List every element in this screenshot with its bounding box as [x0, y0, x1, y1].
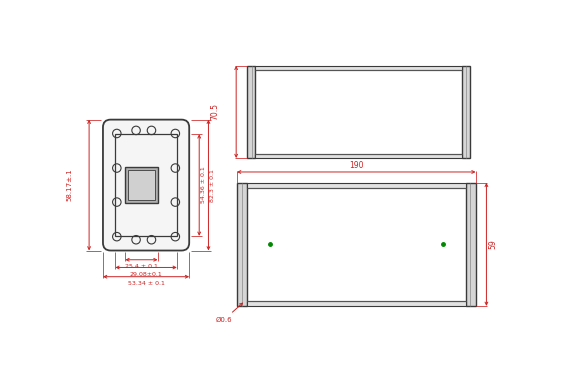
Text: 25.4 ± 0.1: 25.4 ± 0.1	[125, 264, 158, 269]
Bar	[237, 183, 247, 306]
Bar	[462, 66, 470, 158]
Bar	[247, 66, 256, 158]
Bar	[466, 183, 476, 306]
Bar	[256, 66, 462, 70]
FancyBboxPatch shape	[103, 120, 189, 251]
Text: 29.08±0.1: 29.08±0.1	[130, 272, 162, 277]
Text: 54.36 ± 0.1: 54.36 ± 0.1	[201, 167, 206, 204]
Text: 53.34 ± 0.1: 53.34 ± 0.1	[128, 281, 165, 286]
Text: 70.5: 70.5	[210, 103, 219, 120]
Text: Ø0.6: Ø0.6	[216, 303, 243, 323]
Bar	[247, 183, 466, 188]
Bar	[125, 167, 158, 203]
Bar	[128, 170, 156, 201]
Text: 82.3 ± 0.1: 82.3 ± 0.1	[210, 169, 215, 202]
Bar	[256, 153, 462, 158]
Bar	[116, 134, 177, 236]
Text: 190: 190	[349, 161, 364, 170]
Bar	[247, 301, 466, 306]
Text: 58.17±.1: 58.17±.1	[66, 169, 72, 201]
Text: 59: 59	[488, 240, 497, 249]
